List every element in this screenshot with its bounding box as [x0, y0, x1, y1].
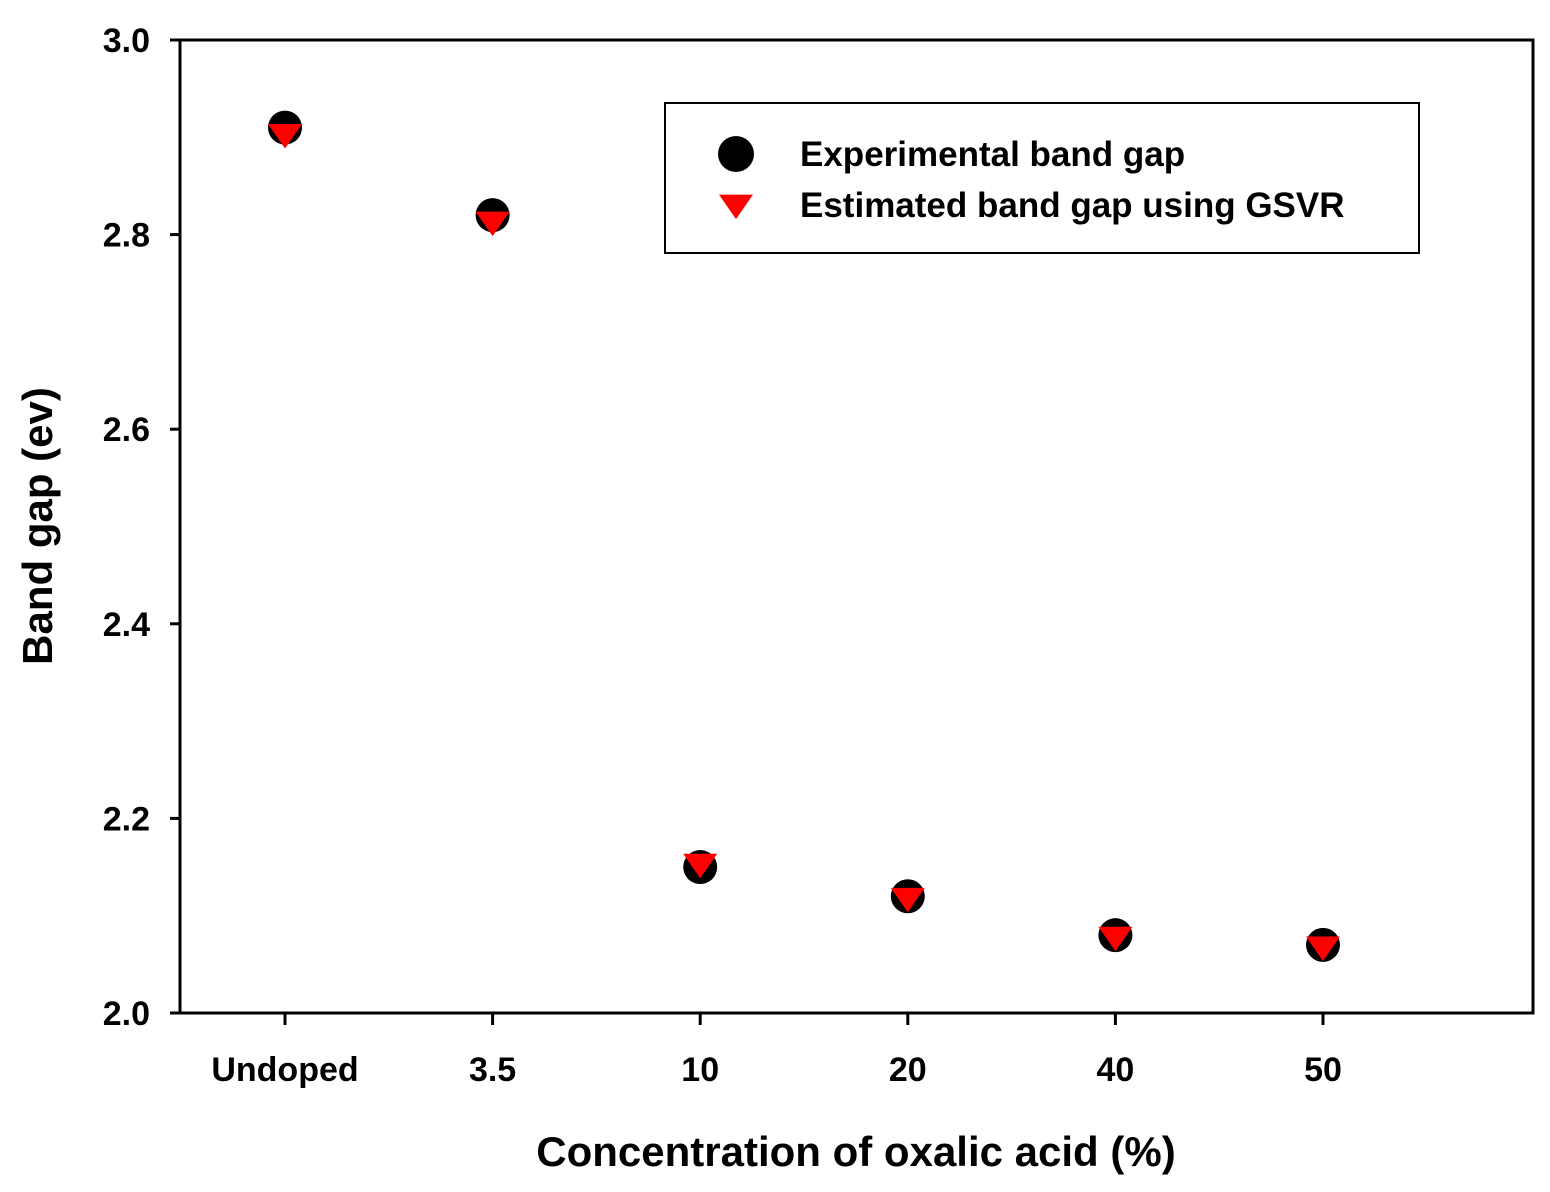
legend-marker-circle: [718, 136, 754, 172]
data-point-estimated: [268, 124, 302, 149]
data-point-estimated: [1306, 936, 1340, 961]
legend-label: Experimental band gap: [800, 135, 1185, 174]
x-tick-label: 10: [681, 1051, 719, 1089]
legend-label: Estimated band gap using GSVR: [800, 186, 1345, 225]
y-axis: 2.0 2.2 2.4 2.6 2.8 3.0: [103, 22, 180, 1033]
series-1: [268, 124, 1340, 961]
y-tick-label: 2.8: [103, 217, 150, 255]
legend-box: [664, 102, 1420, 254]
data-point-estimated: [1098, 926, 1133, 952]
x-tick-label: 20: [889, 1051, 927, 1089]
data-point-estimated: [475, 211, 510, 237]
legend-marker-triangle: [719, 194, 753, 220]
plot-frame: [178, 38, 1535, 1015]
y-axis-title: Band gap (ev): [14, 387, 61, 665]
x-axis: Undoped 3.5 10 20 40 50: [211, 1013, 1342, 1089]
x-tick-label: Undoped: [211, 1051, 358, 1089]
data-point-estimated: [683, 853, 718, 879]
x-tick-label: 50: [1304, 1051, 1342, 1089]
y-tick-label: 2.6: [103, 411, 150, 449]
y-tick-label: 3.0: [103, 22, 150, 60]
x-tick-label: 40: [1096, 1051, 1134, 1089]
legend: Experimental band gap Estimated band gap …: [664, 102, 1420, 254]
data-point-estimated: [890, 887, 925, 913]
x-axis-title: Concentration of oxalic acid (%): [536, 1128, 1175, 1175]
y-tick-label: 2.0: [103, 995, 150, 1033]
x-tick-label: 3.5: [469, 1051, 516, 1089]
series-layer: [268, 110, 1340, 962]
y-tick-label: 2.2: [103, 800, 150, 838]
y-tick-label: 2.4: [103, 606, 150, 644]
legend-entries: Experimental band gap Estimated band gap …: [718, 135, 1345, 225]
